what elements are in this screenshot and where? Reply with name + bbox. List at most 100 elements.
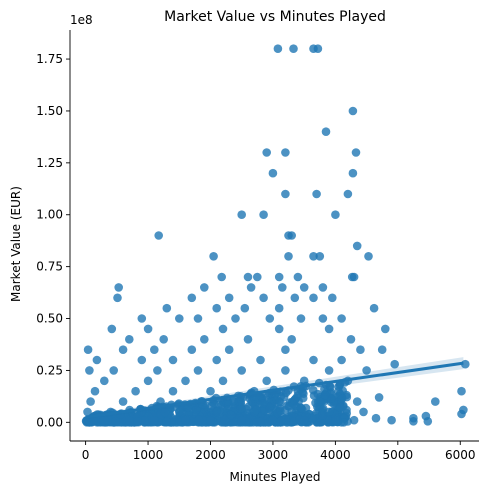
- scatter-point: [352, 397, 362, 406]
- scatter-point: [85, 366, 94, 375]
- scatter-point: [276, 417, 286, 426]
- scatter-point: [231, 314, 240, 323]
- scatter-point: [92, 355, 102, 365]
- scatter-point: [423, 417, 433, 426]
- scatter-point: [218, 376, 228, 386]
- scatter-point: [299, 415, 309, 425]
- y-tick-label: 1.75: [36, 52, 63, 66]
- scatter-point: [193, 366, 203, 375]
- x-axis-label: Minutes Played: [229, 470, 320, 484]
- scatter-point: [274, 272, 284, 282]
- scatter-point: [187, 293, 197, 303]
- scatter-point: [362, 366, 371, 375]
- scatter-point: [274, 397, 284, 406]
- scatter-point: [352, 241, 362, 251]
- scatter-point: [83, 345, 93, 355]
- scatter-point: [212, 407, 221, 417]
- scatter-point: [343, 189, 353, 199]
- scatter-point: [348, 168, 358, 178]
- scatter-point: [374, 393, 384, 402]
- y-tick-label: 0.00: [36, 415, 63, 429]
- scatter-point: [258, 399, 268, 408]
- scatter-point: [218, 324, 228, 334]
- scatter-point: [289, 396, 299, 405]
- scatter-point: [290, 293, 300, 303]
- scatter-point: [381, 324, 390, 334]
- scatter-point: [409, 417, 418, 426]
- scatter-point: [209, 399, 219, 408]
- x-tick-label: 6000: [445, 448, 476, 462]
- scatter-point: [313, 389, 323, 399]
- x-tick-label: 3000: [258, 448, 289, 462]
- scatter-point: [137, 355, 147, 365]
- y-tick-label: 0.50: [36, 312, 63, 326]
- scatter-point: [331, 415, 340, 425]
- scatter-point: [351, 148, 361, 157]
- scatter-point: [175, 314, 184, 323]
- scatter-point: [150, 345, 159, 355]
- scatter-point: [281, 366, 290, 375]
- scatter-point: [273, 44, 283, 53]
- scatter-point: [339, 418, 349, 427]
- scatter-point: [131, 386, 140, 396]
- scatter-point: [244, 402, 254, 411]
- scatter-point: [224, 345, 234, 355]
- scatter-point: [289, 44, 298, 53]
- scatter-point: [273, 408, 282, 418]
- scatter-point: [193, 314, 203, 323]
- scatter-point: [132, 417, 142, 426]
- scatter-point: [334, 386, 343, 396]
- scatter-point: [209, 251, 218, 261]
- scatter-point: [262, 376, 272, 386]
- scatter-point: [328, 293, 337, 303]
- chart-title: Market Value vs Minutes Played: [164, 9, 386, 25]
- scatter-point: [125, 415, 134, 425]
- scatter-point: [371, 413, 381, 423]
- scatter-point: [293, 272, 303, 282]
- scatter-point: [457, 386, 466, 396]
- scatter-point: [281, 345, 290, 355]
- scatter-point: [83, 407, 92, 417]
- scatter-point: [318, 283, 328, 292]
- scatter-point: [86, 397, 95, 406]
- y-axis-offset-label: 1e8: [70, 13, 93, 27]
- scatter-point: [324, 407, 334, 417]
- scatter-point: [252, 418, 261, 427]
- scatter-point: [224, 293, 234, 303]
- scatter-point: [284, 251, 293, 261]
- scatter-point: [359, 407, 368, 417]
- scatter-point: [324, 324, 334, 334]
- scatter-point: [309, 293, 318, 303]
- scatter-point: [337, 314, 346, 323]
- scatter-point: [259, 293, 268, 303]
- scatter-point: [143, 376, 153, 386]
- scatter-point: [349, 415, 359, 425]
- x-tick-label: 0: [82, 448, 90, 462]
- y-tick-label: 1.50: [36, 104, 63, 118]
- y-tick-label: 0.25: [36, 363, 63, 377]
- scatter-point: [137, 314, 147, 323]
- scatter-point: [217, 272, 226, 282]
- scatter-point: [259, 210, 268, 219]
- scatter-point: [369, 303, 379, 313]
- scatter-point: [168, 386, 178, 396]
- scatter-point: [315, 397, 325, 406]
- scatter-point: [356, 345, 365, 355]
- scatter-point: [90, 386, 100, 396]
- scatter-point: [150, 415, 159, 425]
- scatter-point: [278, 283, 287, 292]
- scatter-point: [114, 283, 123, 292]
- scatter-point: [191, 405, 201, 415]
- scatter-point: [317, 410, 327, 420]
- scatter-point: [348, 106, 358, 116]
- scatter-point: [331, 210, 340, 219]
- scatter-point: [226, 410, 236, 420]
- x-tick-label: 4000: [320, 448, 351, 462]
- scatter-point: [168, 355, 178, 365]
- scatter-point: [249, 407, 259, 417]
- scatter-point: [299, 283, 309, 292]
- scatter-point: [118, 345, 128, 355]
- scatter-point: [107, 324, 117, 334]
- scatter-point: [309, 355, 318, 365]
